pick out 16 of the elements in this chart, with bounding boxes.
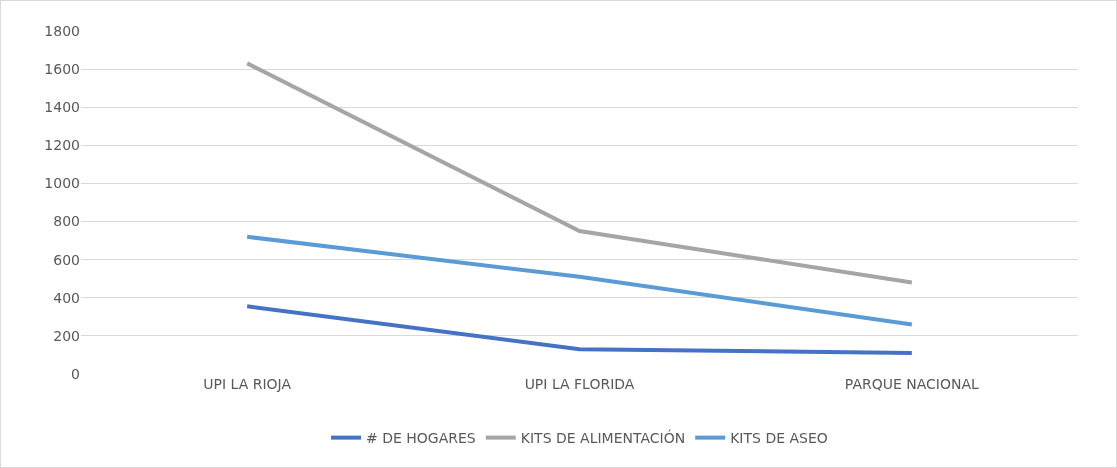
- legend-label: KITS DE ASEO: [730, 430, 828, 447]
- y-tick-label: 600: [53, 251, 80, 268]
- y-tick-label: 1800: [44, 22, 80, 39]
- y-tick-label: 1400: [44, 99, 80, 116]
- y-tick-label: 800: [53, 213, 80, 230]
- y-tick-label: 1200: [44, 137, 80, 154]
- x-tick-label: PARQUE NACIONAL: [844, 376, 980, 392]
- x-tick-label: UPI LA FLORIDA: [524, 376, 635, 392]
- legend-label: KITS DE ALIMENTACIÓN: [520, 429, 686, 447]
- y-tick-label: 200: [53, 327, 80, 344]
- y-tick-label: 1600: [44, 61, 80, 78]
- legend-label: # DE HOGARES: [366, 430, 476, 447]
- y-tick-label: 400: [53, 289, 80, 306]
- y-tick-label: 1000: [44, 175, 80, 192]
- x-tick-label: UPI LA RIOJA: [203, 376, 292, 392]
- y-tick-label: 0: [71, 365, 80, 382]
